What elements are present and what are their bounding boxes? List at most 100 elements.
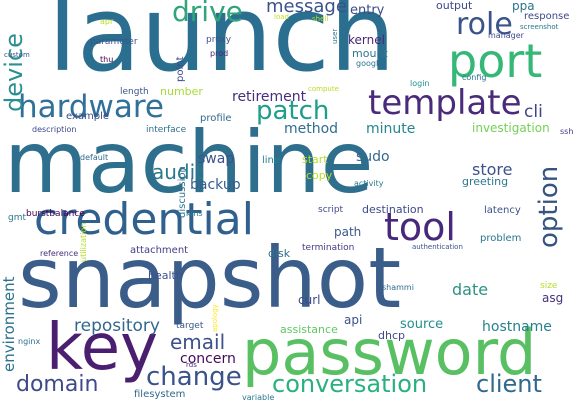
word-role: role [456,7,513,42]
word-port: port [448,34,543,88]
word-apr: apr [100,17,114,26]
word-line: line [262,155,281,166]
word-shell: shell [312,15,329,23]
word-output: output [436,0,473,12]
word-parameter: parameter [90,37,138,47]
word-variable: variable [242,393,275,402]
word-prod: prod [210,49,229,58]
word-reference: reference [40,249,79,258]
word-point: point [175,56,186,82]
word-greeting: greeting [462,175,509,188]
word-response: response [524,11,570,22]
word-minute: minute [366,121,416,137]
word-source: source [400,317,444,332]
word-snapshot: snapshot [18,229,402,327]
word-device: device [0,33,28,112]
word-authentication: authentication [412,243,463,251]
word-email: email [170,330,226,354]
word-target: target [176,321,204,331]
word-utilization: utilization [79,222,88,262]
word-credential: credential [34,194,254,245]
word-asg: asg [542,291,564,305]
word-login: login [410,79,430,88]
word-ssh: ssh [560,127,574,136]
word-store: store [472,160,513,179]
word-latency: latency [484,205,521,216]
word-machine: machine [4,113,374,213]
word-conversation: conversation [272,370,428,398]
word-ppa: ppa [512,0,535,13]
word-dhcp: dhcp [378,329,405,342]
word-entry: entry [350,3,385,18]
word-compute: compute [308,85,339,93]
word-backup: backup [190,177,241,193]
word-number: number [160,85,203,98]
word-mount: mount [352,47,388,60]
word-thu: thu [100,55,114,64]
word-template: template [368,83,522,123]
word-domain: domain [16,372,99,397]
word-client: client [476,370,542,398]
word-password: password [242,316,537,389]
word-destination: destination [362,203,424,216]
word-rds: rds [186,361,197,369]
word-disk: disk [268,247,291,260]
word-google: google [356,59,384,68]
word-burstbalance: burstbalance [26,209,85,219]
word-sudo: sudo [356,149,390,165]
word-kernel: kernel [348,33,385,47]
word-proxy: proxy [206,35,232,45]
word-method: method [284,121,339,137]
word-tool: tool [384,205,456,249]
word-investigation: investigation [472,121,550,135]
word-script: script [318,205,344,215]
word-concern: concern [180,351,236,367]
word-curl: curl [298,293,321,307]
word-hostname: hostname [482,319,552,335]
word-date: date [452,280,489,299]
word-attachment: attachment [130,245,189,256]
word-audit: audit [152,160,204,184]
word-key: key [46,311,159,385]
word-termination: termination [302,243,355,253]
word-launch: launch [48,0,396,95]
word-shammi: shammi [382,283,414,292]
word-path: path [334,225,362,239]
word-config: config [462,73,487,82]
word-change: change [146,362,242,392]
word-hardware: hardware [18,89,165,125]
word-screenshot: screenshot [520,23,559,31]
word-api: api [344,313,363,327]
word-kms: kms [186,209,203,218]
word-default: default [80,153,109,162]
word-length: length [120,87,149,97]
word-activity: activity [354,179,384,188]
word-manager: manager [488,31,524,40]
word-gmt: gmt [8,213,27,223]
word-interface: interface [146,125,187,135]
word-size: size [540,281,558,291]
word-filesystem: filesystem [134,389,186,400]
word-health: health [148,269,183,282]
word-apology: apology [211,304,219,332]
word-custom: custom [4,51,30,59]
word-environment: environment [0,276,18,372]
word-assistance: assistance [280,323,338,336]
word-drive: drive [172,0,243,28]
word-swap: swap [198,151,235,167]
word-cli: cli [524,102,543,122]
word-start: start [302,153,328,166]
word-patch: patch [256,96,330,126]
word-user: user [331,28,339,44]
word-retirement: retirement [232,89,307,105]
word-load: load [274,13,289,21]
word-repository: repository [74,316,160,336]
word-description: description [32,125,77,134]
word-nginx: nginx [18,337,41,346]
word-example: example [66,111,110,122]
word-profile: profile [200,113,232,124]
word-problem: problem [480,233,522,244]
word-option: option [534,165,564,248]
word-copy: copy [306,169,333,182]
